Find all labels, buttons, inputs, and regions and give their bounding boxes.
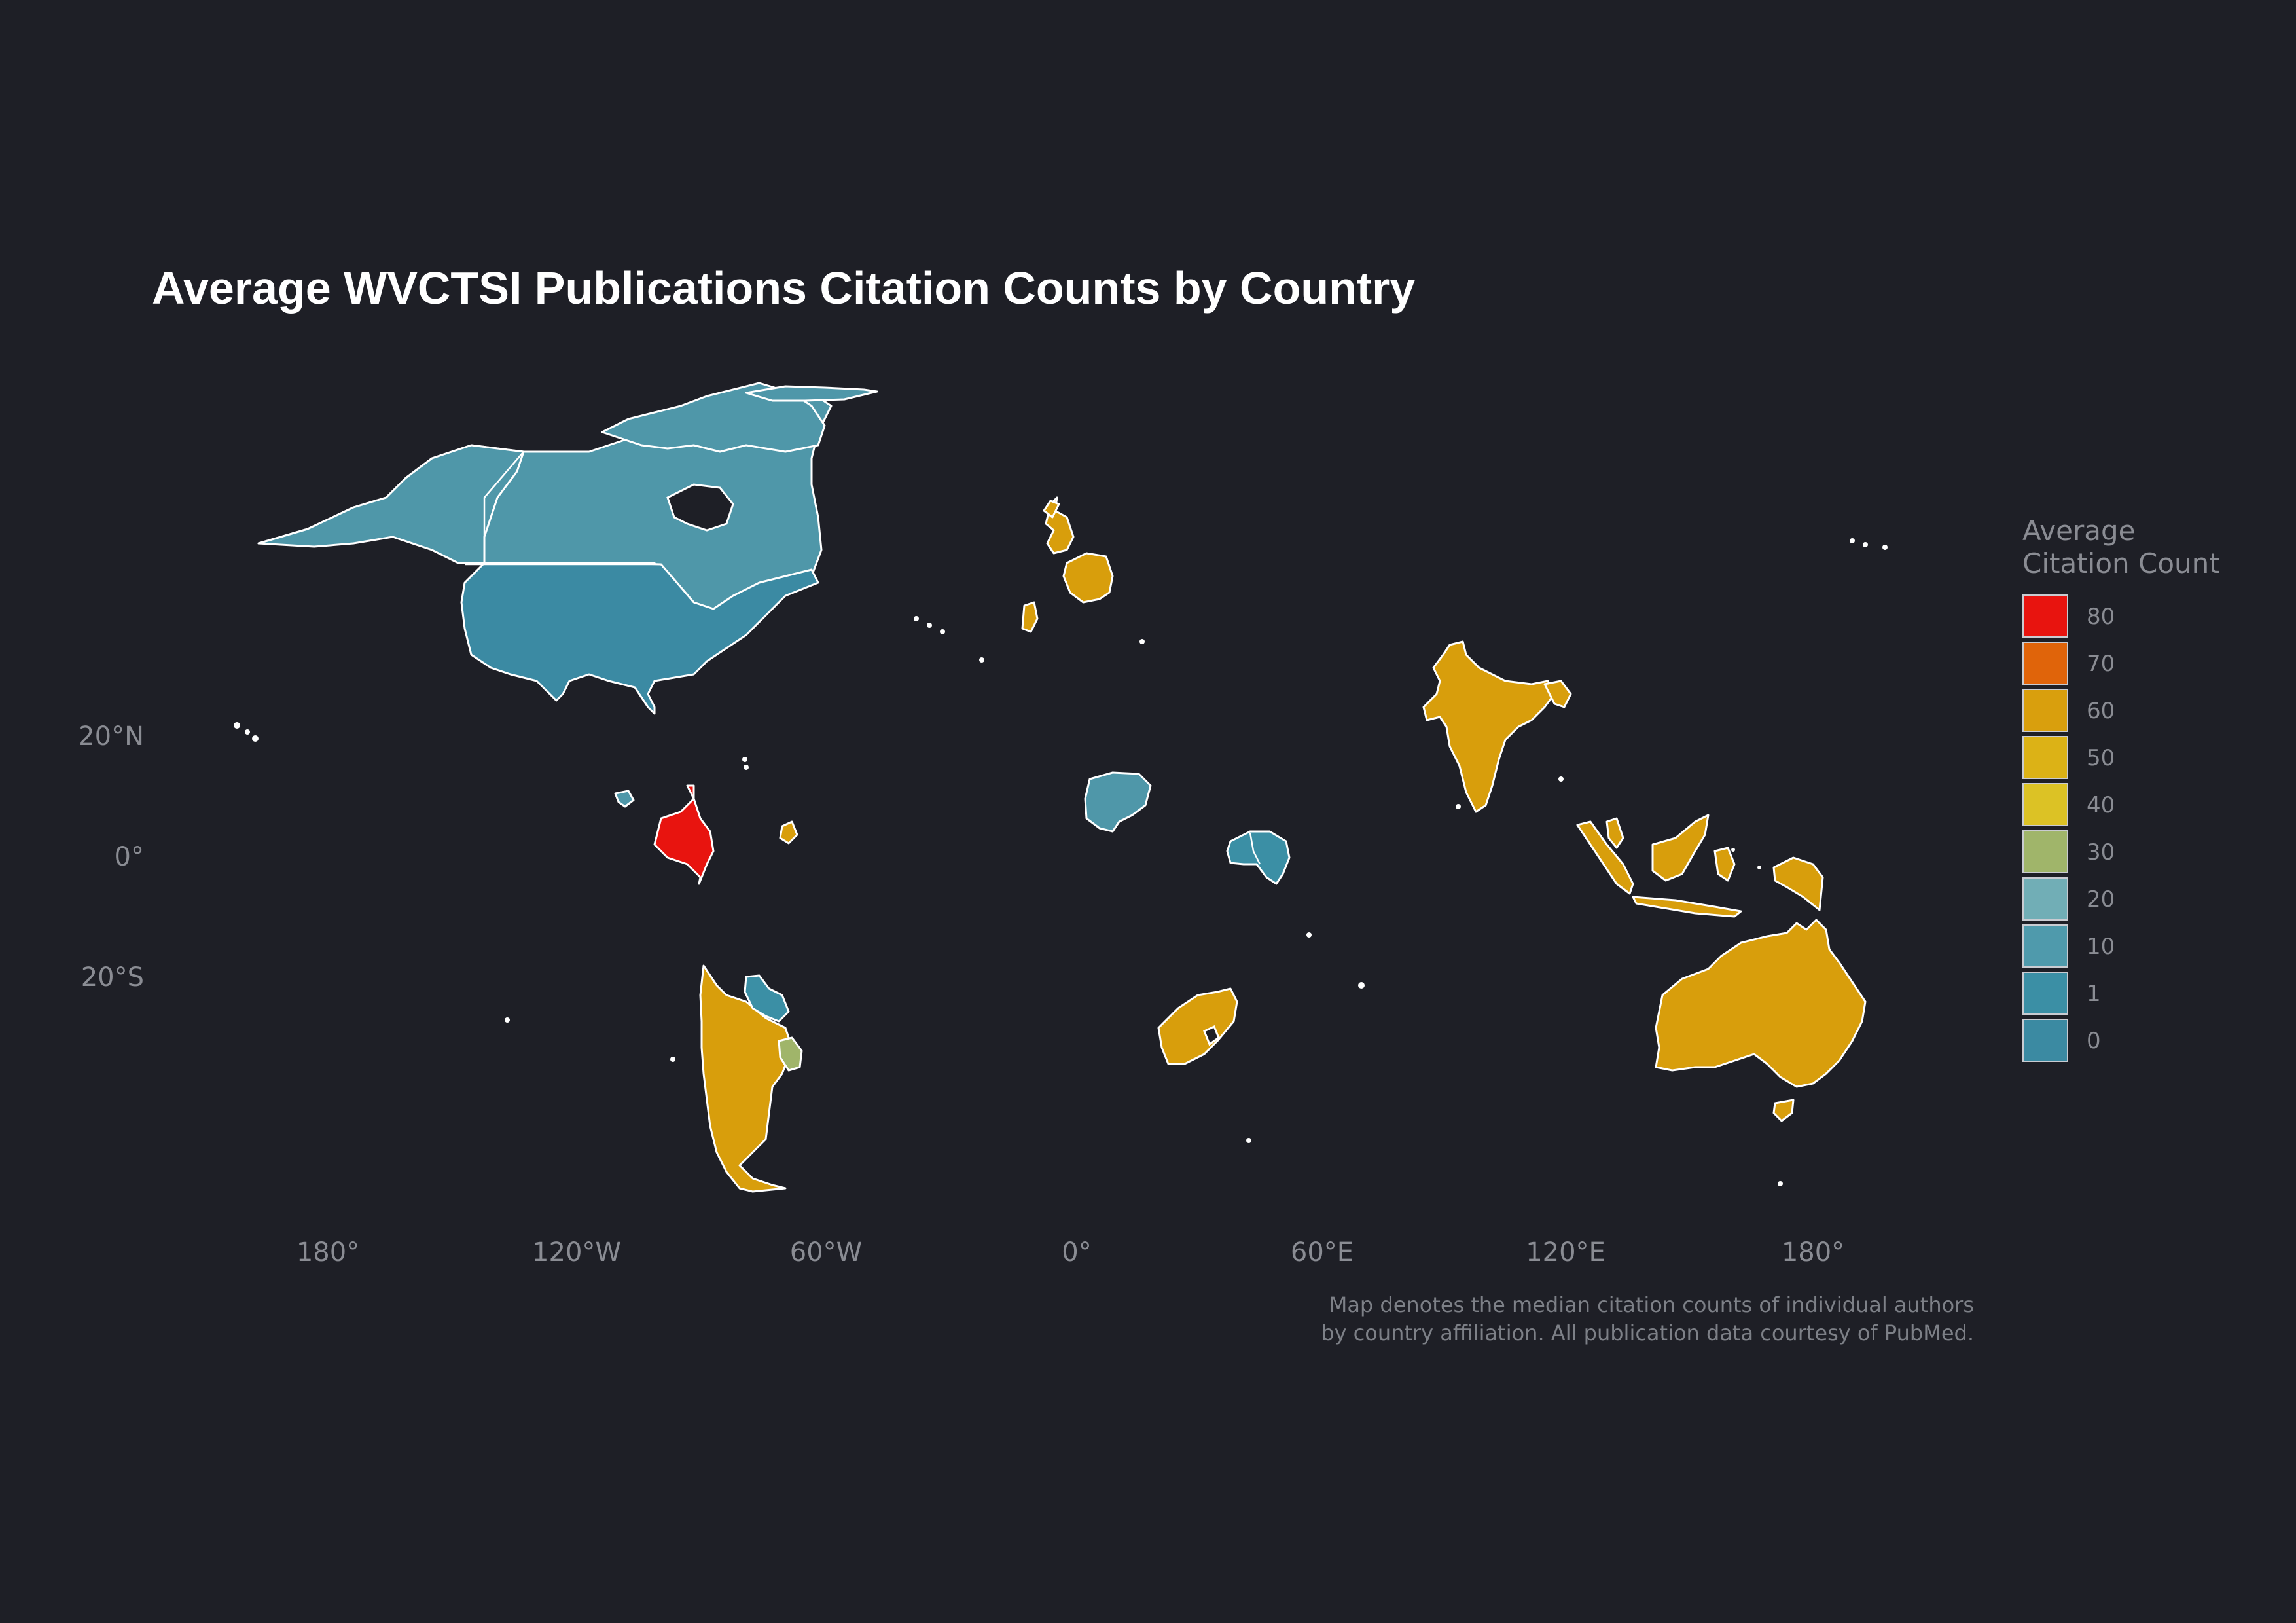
country-tasmania bbox=[1772, 1099, 1795, 1122]
hudson-bay bbox=[666, 483, 734, 532]
legend-label-50: 50 bbox=[2087, 745, 2115, 771]
country-usa bbox=[460, 562, 819, 715]
legend-title-line2: Citation Count bbox=[2022, 547, 2220, 579]
legend-swatch-40 bbox=[2022, 783, 2068, 826]
legend-swatch-10 bbox=[2022, 924, 2068, 968]
country-malaysia bbox=[1605, 817, 1624, 849]
legend-swatch-60 bbox=[2022, 689, 2068, 732]
country-java bbox=[1632, 896, 1742, 918]
country-scotland bbox=[1043, 500, 1060, 519]
legend-label-30: 30 bbox=[2087, 839, 2115, 866]
legend-label-40: 40 bbox=[2087, 792, 2115, 818]
country-borneo bbox=[1651, 814, 1710, 882]
legend-swatch-20 bbox=[2022, 877, 2068, 921]
country-sumatra bbox=[1576, 820, 1634, 895]
caption-line2: by country affiliation. All publication … bbox=[1321, 1321, 1974, 1345]
country-bolivia bbox=[744, 974, 790, 1023]
legend-label-1: 1 bbox=[2087, 981, 2101, 1007]
country-papua bbox=[1772, 856, 1824, 911]
country-colombia bbox=[653, 784, 715, 885]
lon-label-120w: 120°W bbox=[532, 1237, 621, 1267]
country-east-africa bbox=[1226, 830, 1291, 885]
country-india bbox=[1422, 640, 1556, 813]
legend-title-line1: Average bbox=[2022, 515, 2136, 547]
country-argentina-chile bbox=[699, 964, 793, 1193]
legend-swatch-70 bbox=[2022, 642, 2068, 685]
caption-line1: Map denotes the median citation counts o… bbox=[1329, 1292, 1974, 1317]
country-france bbox=[1062, 552, 1114, 604]
country-guyana bbox=[779, 820, 798, 845]
legend-swatch-0 bbox=[2022, 1019, 2068, 1062]
map-caption: Map denotes the median citation counts o… bbox=[1321, 1291, 1974, 1347]
country-nigeria bbox=[1084, 771, 1152, 833]
country-uruguay bbox=[778, 1036, 803, 1072]
lat-label-0: 0° bbox=[114, 842, 144, 872]
border-east-africa bbox=[1249, 832, 1261, 865]
country-greenland-north bbox=[745, 385, 878, 402]
legend-swatch-50 bbox=[2022, 736, 2068, 779]
country-south-africa bbox=[1157, 987, 1238, 1065]
map-title: Average WVCTSI Publications Citation Cou… bbox=[152, 263, 1416, 314]
lat-label-20s: 20°S bbox=[81, 962, 144, 993]
legend-label-10: 10 bbox=[2087, 934, 2115, 960]
legend-swatch-30 bbox=[2022, 830, 2068, 873]
lon-label-0: 0° bbox=[1062, 1237, 1092, 1267]
small-islands bbox=[234, 538, 1888, 1186]
lon-label-180w: 180° bbox=[296, 1237, 360, 1267]
country-usa-alaska bbox=[257, 444, 525, 564]
lon-label-120e: 120°E bbox=[1526, 1237, 1605, 1267]
country-australia bbox=[1655, 919, 1867, 1088]
lon-label-60e: 60°E bbox=[1290, 1237, 1354, 1267]
legend-swatch-80 bbox=[2022, 594, 2068, 638]
legend-label-70: 70 bbox=[2087, 651, 2115, 677]
legend-label-20: 20 bbox=[2087, 886, 2115, 913]
lon-label-60w: 60°W bbox=[789, 1237, 863, 1267]
legend-label-0: 0 bbox=[2087, 1028, 2101, 1054]
country-caribbean-small bbox=[614, 790, 635, 808]
country-sulawesi bbox=[1713, 847, 1736, 882]
lon-label-180e: 180° bbox=[1781, 1237, 1845, 1267]
country-portugal bbox=[1021, 601, 1039, 633]
border-alaska bbox=[483, 451, 524, 563]
country-india-east bbox=[1543, 680, 1572, 708]
legend-swatch-1 bbox=[2022, 972, 2068, 1015]
lat-label-20n: 20°N bbox=[78, 721, 144, 752]
legend-label-80: 80 bbox=[2087, 604, 2115, 630]
legend-title: Average Citation Count bbox=[2022, 515, 2220, 580]
legend-label-60: 60 bbox=[2087, 698, 2115, 724]
lesotho bbox=[1203, 1025, 1220, 1046]
